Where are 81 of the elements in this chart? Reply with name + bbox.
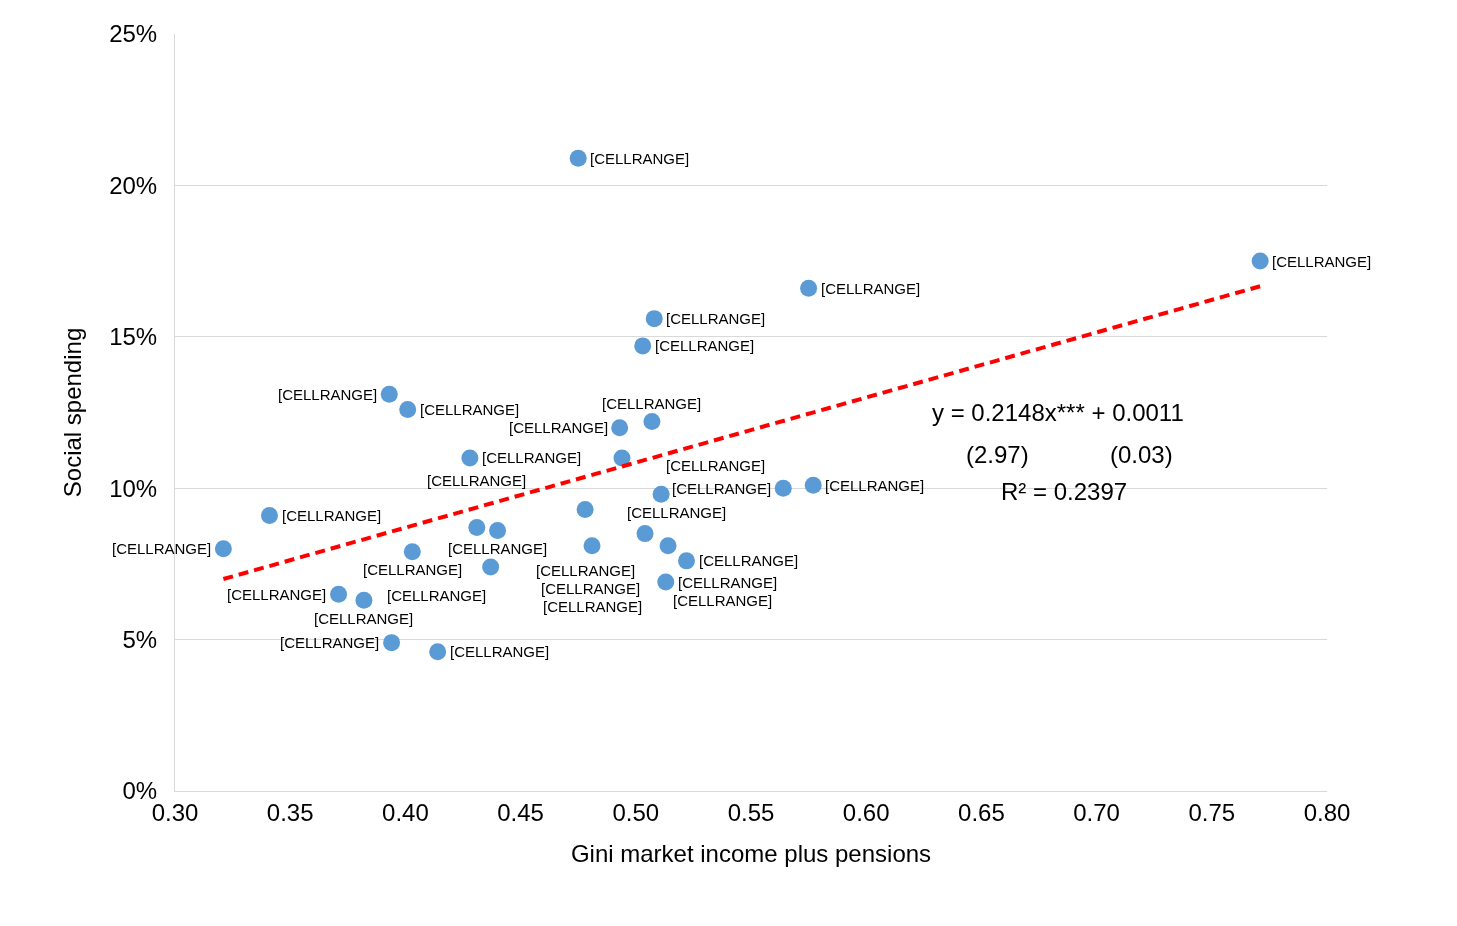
y-tick-label: 15%	[109, 323, 158, 351]
x-tick-label: 0.70	[1073, 798, 1120, 826]
data-label: [CELLRANGE]	[590, 150, 690, 167]
point	[774, 479, 792, 497]
data-label: [CELLRANGE]	[278, 386, 378, 403]
x-tick-label: 0.40	[382, 798, 429, 826]
x-tick-label: 0.75	[1188, 798, 1236, 826]
data-label: [CELLRANGE]	[655, 337, 755, 354]
x-tick-label: 0.50	[612, 798, 660, 826]
point	[355, 591, 373, 609]
data-label: [CELLRANGE]	[363, 561, 463, 578]
data-label: [CELLRANGE]	[112, 540, 212, 557]
data-label: [CELLRANGE]	[482, 449, 582, 466]
data-label: [CELLRANGE]	[672, 480, 772, 497]
data-label: [CELLRANGE]	[666, 310, 766, 327]
x-tick-label: 0.65	[958, 798, 1005, 826]
point	[1251, 252, 1269, 270]
data-label: [CELLRANGE]	[541, 580, 641, 597]
point	[569, 149, 587, 167]
y-tick-label: 5%	[122, 626, 158, 653]
data-label: [CELLRANGE]	[627, 504, 727, 521]
point	[636, 525, 654, 543]
point	[634, 337, 652, 355]
point	[652, 485, 670, 503]
point	[399, 400, 417, 418]
annotation: (0.03)	[1110, 441, 1173, 468]
annotation: (2.97)	[966, 441, 1029, 468]
point	[613, 449, 631, 467]
point	[260, 506, 278, 524]
y-tick-label: 20%	[109, 171, 158, 199]
data-label: [CELLRANGE]	[227, 586, 327, 603]
data-label: [CELLRANGE]	[450, 643, 550, 660]
data-label: [CELLRANGE]	[678, 574, 778, 591]
point	[800, 279, 818, 297]
data-label: [CELLRANGE]	[448, 540, 548, 557]
data-label: [CELLRANGE]	[825, 477, 925, 494]
point	[659, 537, 677, 555]
point	[482, 558, 500, 576]
point	[330, 585, 348, 603]
point	[489, 522, 507, 540]
x-tick-label: 0.80	[1303, 798, 1351, 826]
annotation: R² = 0.2397	[1001, 478, 1128, 505]
point	[645, 310, 663, 328]
data-label: [CELLRANGE]	[314, 610, 414, 627]
point	[468, 519, 486, 537]
data-label: [CELLRANGE]	[387, 587, 487, 604]
point	[403, 543, 421, 561]
x-tick-label: 0.45	[497, 798, 544, 826]
point	[383, 634, 401, 652]
y-axis-title: Social spending	[59, 327, 87, 498]
y-tick-label: 25%	[109, 20, 158, 48]
x-axis-title: Gini market income plus pensions	[570, 840, 932, 868]
point	[657, 573, 675, 591]
point	[576, 500, 594, 518]
data-label: [CELLRANGE]	[427, 472, 527, 489]
point	[611, 419, 629, 437]
point	[643, 413, 661, 431]
data-label: [CELLRANGE]	[673, 592, 773, 609]
point	[214, 540, 232, 558]
point	[678, 552, 695, 570]
data-label: [CELLRANGE]	[1272, 253, 1372, 270]
x-tick-label: 0.55	[727, 798, 775, 826]
data-label: [CELLRANGE]	[699, 552, 799, 569]
data-label: [CELLRANGE]	[666, 457, 766, 474]
y-tick-label: 10%	[109, 474, 158, 502]
point	[583, 537, 601, 555]
point	[461, 449, 479, 467]
data-label: [CELLRANGE]	[280, 634, 380, 651]
annotation: y = 0.2148x*** + 0.0011	[932, 399, 1184, 426]
point	[380, 385, 398, 403]
data-label: [CELLRANGE]	[536, 562, 636, 579]
data-label: [CELLRANGE]	[282, 507, 382, 524]
point	[804, 476, 822, 494]
point	[429, 643, 447, 661]
data-label: [CELLRANGE]	[821, 280, 921, 297]
data-label: [CELLRANGE]	[543, 598, 643, 615]
data-label: [CELLRANGE]	[420, 401, 520, 418]
data-label: [CELLRANGE]	[602, 395, 702, 412]
x-tick-label: 0.60	[842, 798, 890, 826]
data-label: [CELLRANGE]	[509, 419, 609, 436]
x-tick-label: 0.35	[266, 798, 314, 826]
